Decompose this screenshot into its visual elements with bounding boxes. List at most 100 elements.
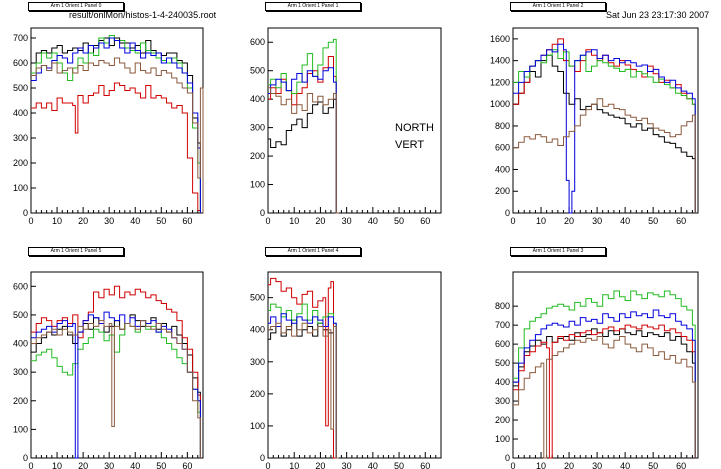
x-tick-label: 0 [28,216,33,226]
y-tick-label: 600 [13,281,28,291]
y-tick-label: 600 [13,58,28,68]
panel-title-3: Arm 1 Orient 1 Panel 5 [28,247,124,256]
series-1 [31,82,201,213]
x-tick-label: 50 [156,216,166,226]
series-4 [31,57,204,213]
x-tick-label: 50 [156,461,166,469]
y-tick-label: 800 [495,121,510,131]
file-path-label: result/onlMon/histos-1-4-240035.root [69,10,217,20]
series-4 [31,320,201,458]
x-tick-label: 0 [28,461,33,469]
series-1 [268,56,339,214]
y-tick-label: 200 [250,151,265,161]
panel-title-4: Arm 1 Orient 1 Panel 4 [265,247,361,256]
y-tick-label: 300 [13,367,28,377]
panel-title-1: Arm 1 Orient 1 Panel 1 [265,2,361,11]
y-tick-label: 800 [495,301,510,311]
x-tick-label: 20 [78,216,88,226]
y-tick-label: 300 [13,133,28,143]
y-tick-label: 600 [495,143,510,153]
y-tick-label: 100 [495,434,510,444]
plot-frame [512,271,699,459]
series-2 [31,320,201,458]
y-tick-label: 0 [260,453,265,463]
x-tick-label: 60 [420,461,430,469]
x-tick-label: 0 [265,461,270,469]
y-tick-label: 500 [495,358,510,368]
x-tick-label: 60 [676,216,686,226]
y-tick-label: 200 [13,396,28,406]
x-tick-label: 10 [289,461,299,469]
x-tick-label: 0 [510,216,515,226]
series-2 [513,290,696,458]
series-2 [268,38,339,214]
y-tick-label: 100 [250,180,265,190]
x-tick-label: 40 [368,216,378,226]
y-tick-label: 300 [250,357,265,367]
series-3 [31,311,201,459]
x-tick-label: 20 [564,461,574,469]
series-0 [268,98,339,214]
x-tick-label: 20 [78,461,88,469]
x-tick-label: 0 [510,461,515,469]
x-tick-label: 60 [182,216,192,226]
series-1 [513,324,696,459]
x-tick-label: 10 [289,216,299,226]
x-tick-label: 20 [315,216,325,226]
y-tick-label: 300 [250,123,265,133]
y-tick-label: 400 [250,94,265,104]
y-tick-label: 400 [13,108,28,118]
x-tick-label: 40 [368,461,378,469]
plot-frame [512,27,699,214]
y-tick-label: 0 [23,453,28,463]
y-tick-label: 700 [495,320,510,330]
panel-title-2: Arm 1 Orient 1 Panel 2 [510,2,606,11]
series-3 [513,43,696,214]
x-tick-label: 30 [104,461,114,469]
y-tick-label: 200 [495,415,510,425]
plot-frame [267,271,442,459]
y-tick-label: 500 [13,310,28,320]
series-0 [513,328,696,458]
y-tick-label: 700 [13,33,28,43]
y-tick-label: 0 [260,208,265,218]
series-4 [513,336,696,459]
x-tick-label: 40 [130,216,140,226]
y-tick-label: 100 [250,421,265,431]
x-tick-label: 60 [420,216,430,226]
x-tick-label: 60 [182,461,192,469]
plot-2: 0 10 20 30 40 50 60020040060080010001200140016… [490,27,699,226]
series-0 [31,314,201,458]
x-tick-label: 10 [52,461,62,469]
annotation-north: NORTH [395,122,434,134]
x-tick-label: 20 [564,216,574,226]
y-tick-label: 400 [495,164,510,174]
y-tick-label: 600 [495,339,510,349]
y-tick-label: 0 [505,453,510,463]
series-4 [513,98,696,213]
y-tick-label: 600 [250,37,265,47]
x-tick-label: 40 [620,216,630,226]
x-tick-label: 30 [342,461,352,469]
y-tick-label: 0 [505,208,510,218]
annotation-vert: VERT [395,139,425,151]
y-tick-label: 400 [13,339,28,349]
y-tick-label: 400 [250,325,265,335]
x-tick-label: 50 [648,216,658,226]
x-tick-label: 10 [536,216,546,226]
y-tick-label: 400 [495,377,510,387]
x-tick-label: 10 [536,461,546,469]
y-tick-label: 0 [23,208,28,218]
series-3 [268,313,339,459]
series-2 [268,303,339,459]
series-0 [31,37,201,213]
x-tick-label: 30 [342,216,352,226]
x-tick-label: 30 [592,216,602,226]
plot-frame [267,27,442,214]
panel-title-0: Arm 1 Orient 1 Panel 0 [28,2,124,11]
series-2 [31,35,201,213]
x-tick-label: 50 [394,461,404,469]
